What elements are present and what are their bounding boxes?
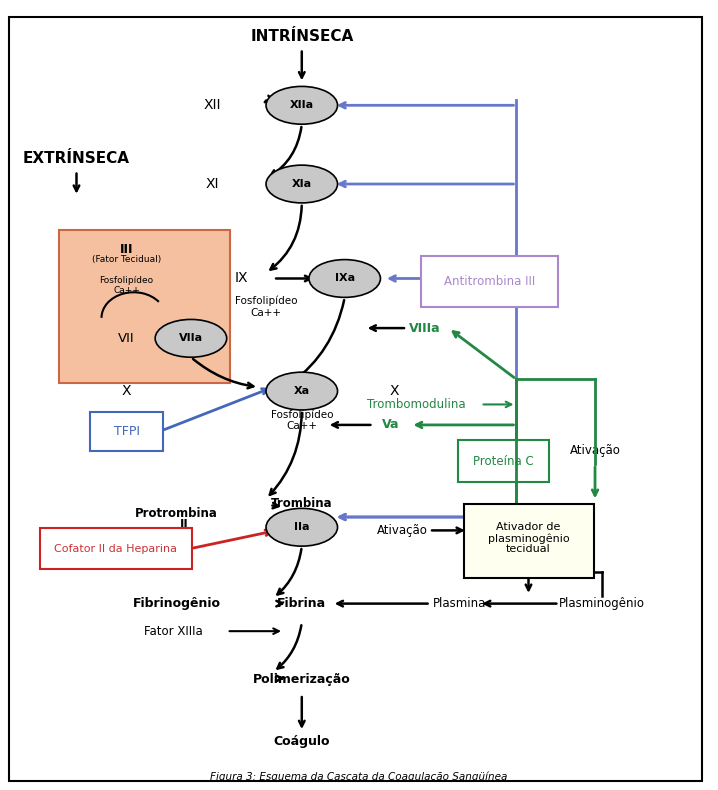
- Text: III: III: [120, 243, 134, 256]
- Text: X: X: [390, 384, 399, 398]
- Text: (Fator Tecidual): (Fator Tecidual): [92, 255, 161, 264]
- FancyBboxPatch shape: [59, 230, 230, 383]
- Text: Plasmina: Plasmina: [432, 597, 486, 610]
- Text: Coágulo: Coágulo: [274, 735, 330, 748]
- Text: Fosfolipídeo: Fosfolipídeo: [100, 276, 154, 285]
- Text: Trombina: Trombina: [271, 497, 332, 510]
- Text: Ativação: Ativação: [376, 524, 427, 537]
- FancyBboxPatch shape: [464, 505, 594, 578]
- Text: XIIa: XIIa: [290, 100, 314, 111]
- Text: VIIIa: VIIIa: [409, 322, 441, 335]
- Text: Fosfolipídeo
Ca++: Fosfolipídeo Ca++: [235, 295, 297, 318]
- Text: Trombomodulina: Trombomodulina: [367, 398, 465, 411]
- Text: VIIa: VIIa: [179, 333, 203, 344]
- Text: II: II: [180, 518, 188, 532]
- Text: Ativação: Ativação: [569, 444, 620, 457]
- Text: X: X: [122, 384, 131, 398]
- Text: Xa: Xa: [294, 386, 310, 396]
- FancyBboxPatch shape: [90, 412, 163, 451]
- Text: VII: VII: [118, 332, 135, 344]
- Text: tecidual: tecidual: [506, 544, 551, 555]
- Text: XII: XII: [204, 98, 221, 112]
- Text: plasminogênio: plasminogênio: [488, 533, 569, 544]
- Ellipse shape: [155, 319, 227, 357]
- Text: XI: XI: [205, 177, 219, 191]
- FancyBboxPatch shape: [458, 440, 549, 483]
- Text: Plasminogênio: Plasminogênio: [559, 597, 645, 610]
- Text: Proteína C: Proteína C: [473, 454, 534, 468]
- Text: Va: Va: [383, 419, 400, 431]
- Ellipse shape: [309, 260, 381, 297]
- Text: Protrombina: Protrombina: [135, 506, 218, 520]
- Text: INTRÍNSECA: INTRÍNSECA: [250, 29, 353, 44]
- Text: XIa: XIa: [292, 179, 312, 189]
- Text: EXTRÍNSECA: EXTRÍNSECA: [23, 152, 130, 167]
- Text: Cofator II da Heparina: Cofator II da Heparina: [55, 544, 177, 554]
- Text: Polimerização: Polimerização: [253, 673, 350, 687]
- Text: Ca++: Ca++: [113, 286, 140, 295]
- Ellipse shape: [266, 165, 337, 203]
- Text: Fator XIIIa: Fator XIIIa: [144, 625, 202, 638]
- Text: Ativador de: Ativador de: [496, 522, 561, 532]
- FancyBboxPatch shape: [421, 257, 558, 307]
- Text: Figura 3: Esquema da Cascata da Coagulação Sangüínea: Figura 3: Esquema da Cascata da Coagulaç…: [210, 772, 508, 782]
- Text: IIa: IIa: [294, 522, 309, 532]
- Text: IX: IX: [234, 272, 248, 285]
- Text: Fibrina: Fibrina: [277, 597, 327, 610]
- Text: Antitrombina III: Antitrombina III: [444, 275, 535, 288]
- Text: Fibrinogênio: Fibrinogênio: [133, 597, 220, 610]
- Ellipse shape: [266, 508, 337, 546]
- FancyBboxPatch shape: [9, 17, 702, 781]
- FancyBboxPatch shape: [40, 528, 192, 569]
- Ellipse shape: [266, 86, 337, 124]
- Text: TFPI: TFPI: [113, 425, 139, 438]
- Text: IXa: IXa: [335, 273, 355, 284]
- Text: Fosfolipídeo
Ca++: Fosfolipídeo Ca++: [271, 409, 333, 431]
- Ellipse shape: [266, 372, 337, 410]
